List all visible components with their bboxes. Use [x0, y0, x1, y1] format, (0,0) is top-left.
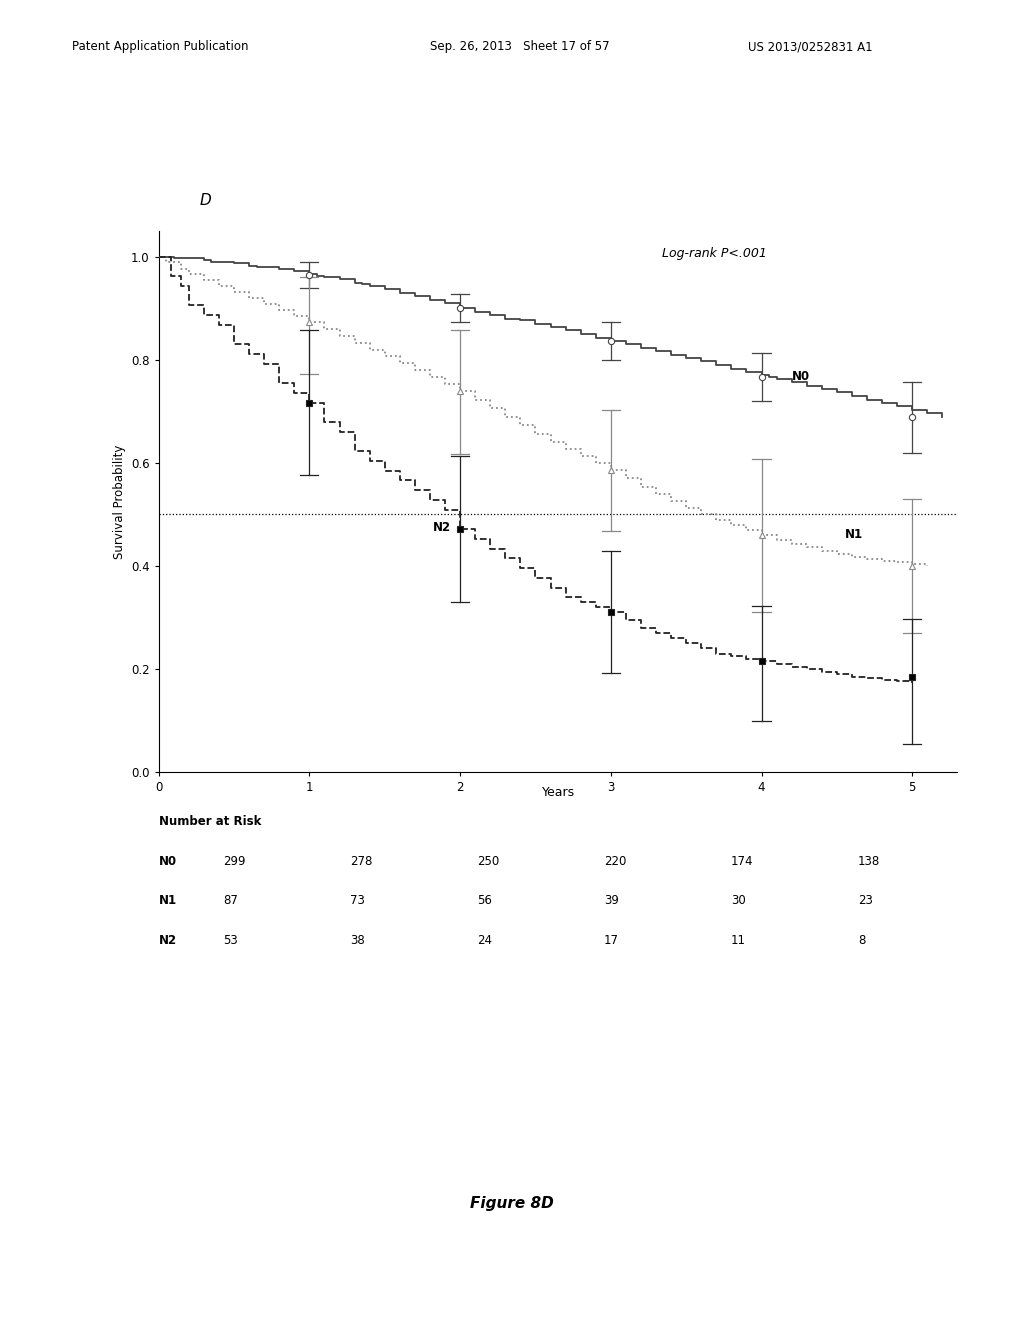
- Text: D: D: [200, 193, 211, 207]
- Text: 8: 8: [858, 933, 865, 946]
- Text: N2: N2: [433, 521, 452, 535]
- Text: 56: 56: [477, 894, 493, 907]
- Text: Number at Risk: Number at Risk: [159, 814, 261, 828]
- Text: US 2013/0252831 A1: US 2013/0252831 A1: [748, 40, 872, 53]
- Text: 53: 53: [223, 933, 238, 946]
- Text: Years: Years: [542, 785, 574, 799]
- Text: 30: 30: [731, 894, 745, 907]
- Text: 250: 250: [477, 854, 500, 867]
- Text: 278: 278: [350, 854, 373, 867]
- Text: 39: 39: [604, 894, 620, 907]
- Text: 220: 220: [604, 854, 627, 867]
- Text: 38: 38: [350, 933, 365, 946]
- Text: Patent Application Publication: Patent Application Publication: [72, 40, 248, 53]
- Text: 138: 138: [858, 854, 881, 867]
- Text: N1: N1: [845, 528, 862, 541]
- Text: 73: 73: [350, 894, 366, 907]
- Text: Sep. 26, 2013   Sheet 17 of 57: Sep. 26, 2013 Sheet 17 of 57: [430, 40, 609, 53]
- Text: N1: N1: [159, 894, 177, 907]
- Y-axis label: Survival Probability: Survival Probability: [113, 445, 126, 558]
- Text: 23: 23: [858, 894, 873, 907]
- Text: 17: 17: [604, 933, 620, 946]
- Text: 24: 24: [477, 933, 493, 946]
- Text: 87: 87: [223, 894, 239, 907]
- Text: Figure 8D: Figure 8D: [470, 1196, 554, 1210]
- Text: 299: 299: [223, 854, 246, 867]
- Text: 11: 11: [731, 933, 746, 946]
- Text: Log-rank P<.001: Log-rank P<.001: [662, 247, 767, 260]
- Text: N0: N0: [159, 854, 177, 867]
- Text: N2: N2: [159, 933, 177, 946]
- Text: N0: N0: [792, 371, 810, 384]
- Text: 174: 174: [731, 854, 754, 867]
